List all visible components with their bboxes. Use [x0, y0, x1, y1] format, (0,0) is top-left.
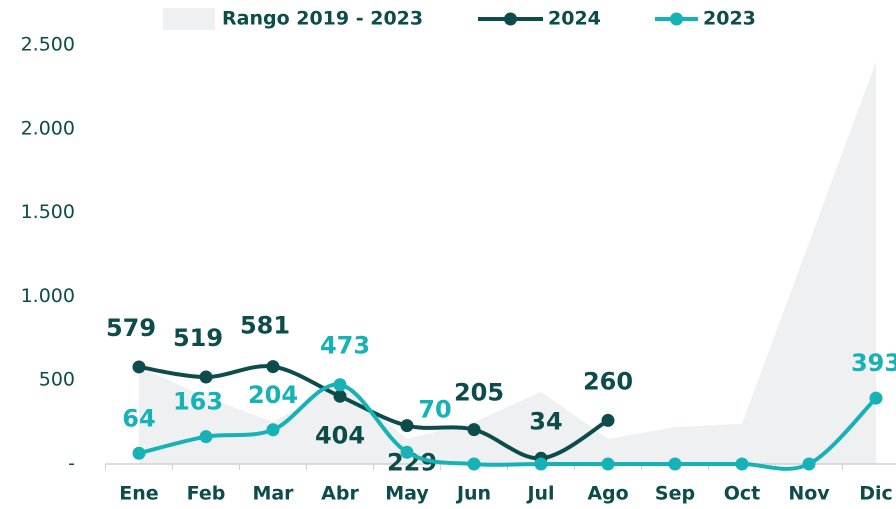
data-label: 34: [529, 407, 562, 435]
x-tick-label: Mar: [252, 483, 294, 505]
legend-swatch: [163, 8, 215, 30]
x-tick-label: Ago: [587, 483, 628, 505]
data-label: 581: [240, 312, 290, 340]
legend-marker: [504, 12, 517, 26]
series-marker: [601, 413, 615, 427]
legend-label: 2024: [548, 8, 601, 30]
series-marker: [467, 423, 481, 437]
series-marker: [333, 389, 347, 403]
series-marker: [132, 360, 146, 374]
x-tick-label: Abr: [321, 483, 359, 505]
data-label: 473: [320, 332, 370, 360]
series-marker: [601, 457, 615, 471]
series-marker: [668, 457, 682, 471]
x-tick-label: Sep: [655, 483, 695, 505]
data-label: 519: [173, 324, 223, 352]
series-marker: [400, 445, 414, 459]
series-marker: [199, 430, 213, 444]
series-marker: [400, 419, 414, 433]
data-label: 70: [418, 395, 451, 423]
series-marker: [132, 446, 146, 460]
x-tick-label: Oct: [724, 483, 761, 505]
series-marker: [534, 457, 548, 471]
series-marker: [802, 457, 816, 471]
legend-label: 2023: [703, 8, 756, 30]
x-tick-label: Jul: [525, 483, 554, 505]
range-area: [139, 61, 876, 464]
data-label: 260: [583, 367, 633, 395]
y-tick-label: 2.500: [21, 34, 75, 56]
legend-label: Rango 2019 - 2023: [222, 8, 423, 30]
data-label: 579: [106, 314, 156, 342]
data-label: 404: [315, 421, 365, 449]
series-marker: [467, 457, 481, 471]
y-tick-label: 1.500: [21, 201, 75, 223]
x-tick-label: Dic: [859, 483, 893, 505]
series-marker: [333, 378, 347, 392]
x-tick-label: Nov: [788, 483, 830, 505]
legend-marker: [670, 12, 683, 26]
data-label: 393: [851, 349, 896, 377]
y-tick-label: -: [68, 453, 75, 475]
data-label: 163: [173, 388, 223, 416]
x-tick-label: Feb: [187, 483, 226, 505]
data-label: 64: [122, 404, 155, 432]
y-tick-label: 1.000: [21, 285, 75, 307]
x-tick-label: May: [385, 483, 429, 505]
series-marker: [266, 360, 280, 374]
y-tick-label: 500: [39, 369, 75, 391]
series-marker: [199, 370, 213, 384]
series-marker: [266, 423, 280, 437]
x-tick-label: Jun: [455, 483, 491, 505]
x-tick-label: Ene: [119, 483, 158, 505]
series-marker: [735, 457, 749, 471]
y-tick-label: 2.000: [21, 117, 75, 139]
data-label: 205: [454, 379, 504, 407]
series-marker: [869, 391, 883, 405]
data-label: 204: [248, 381, 298, 409]
